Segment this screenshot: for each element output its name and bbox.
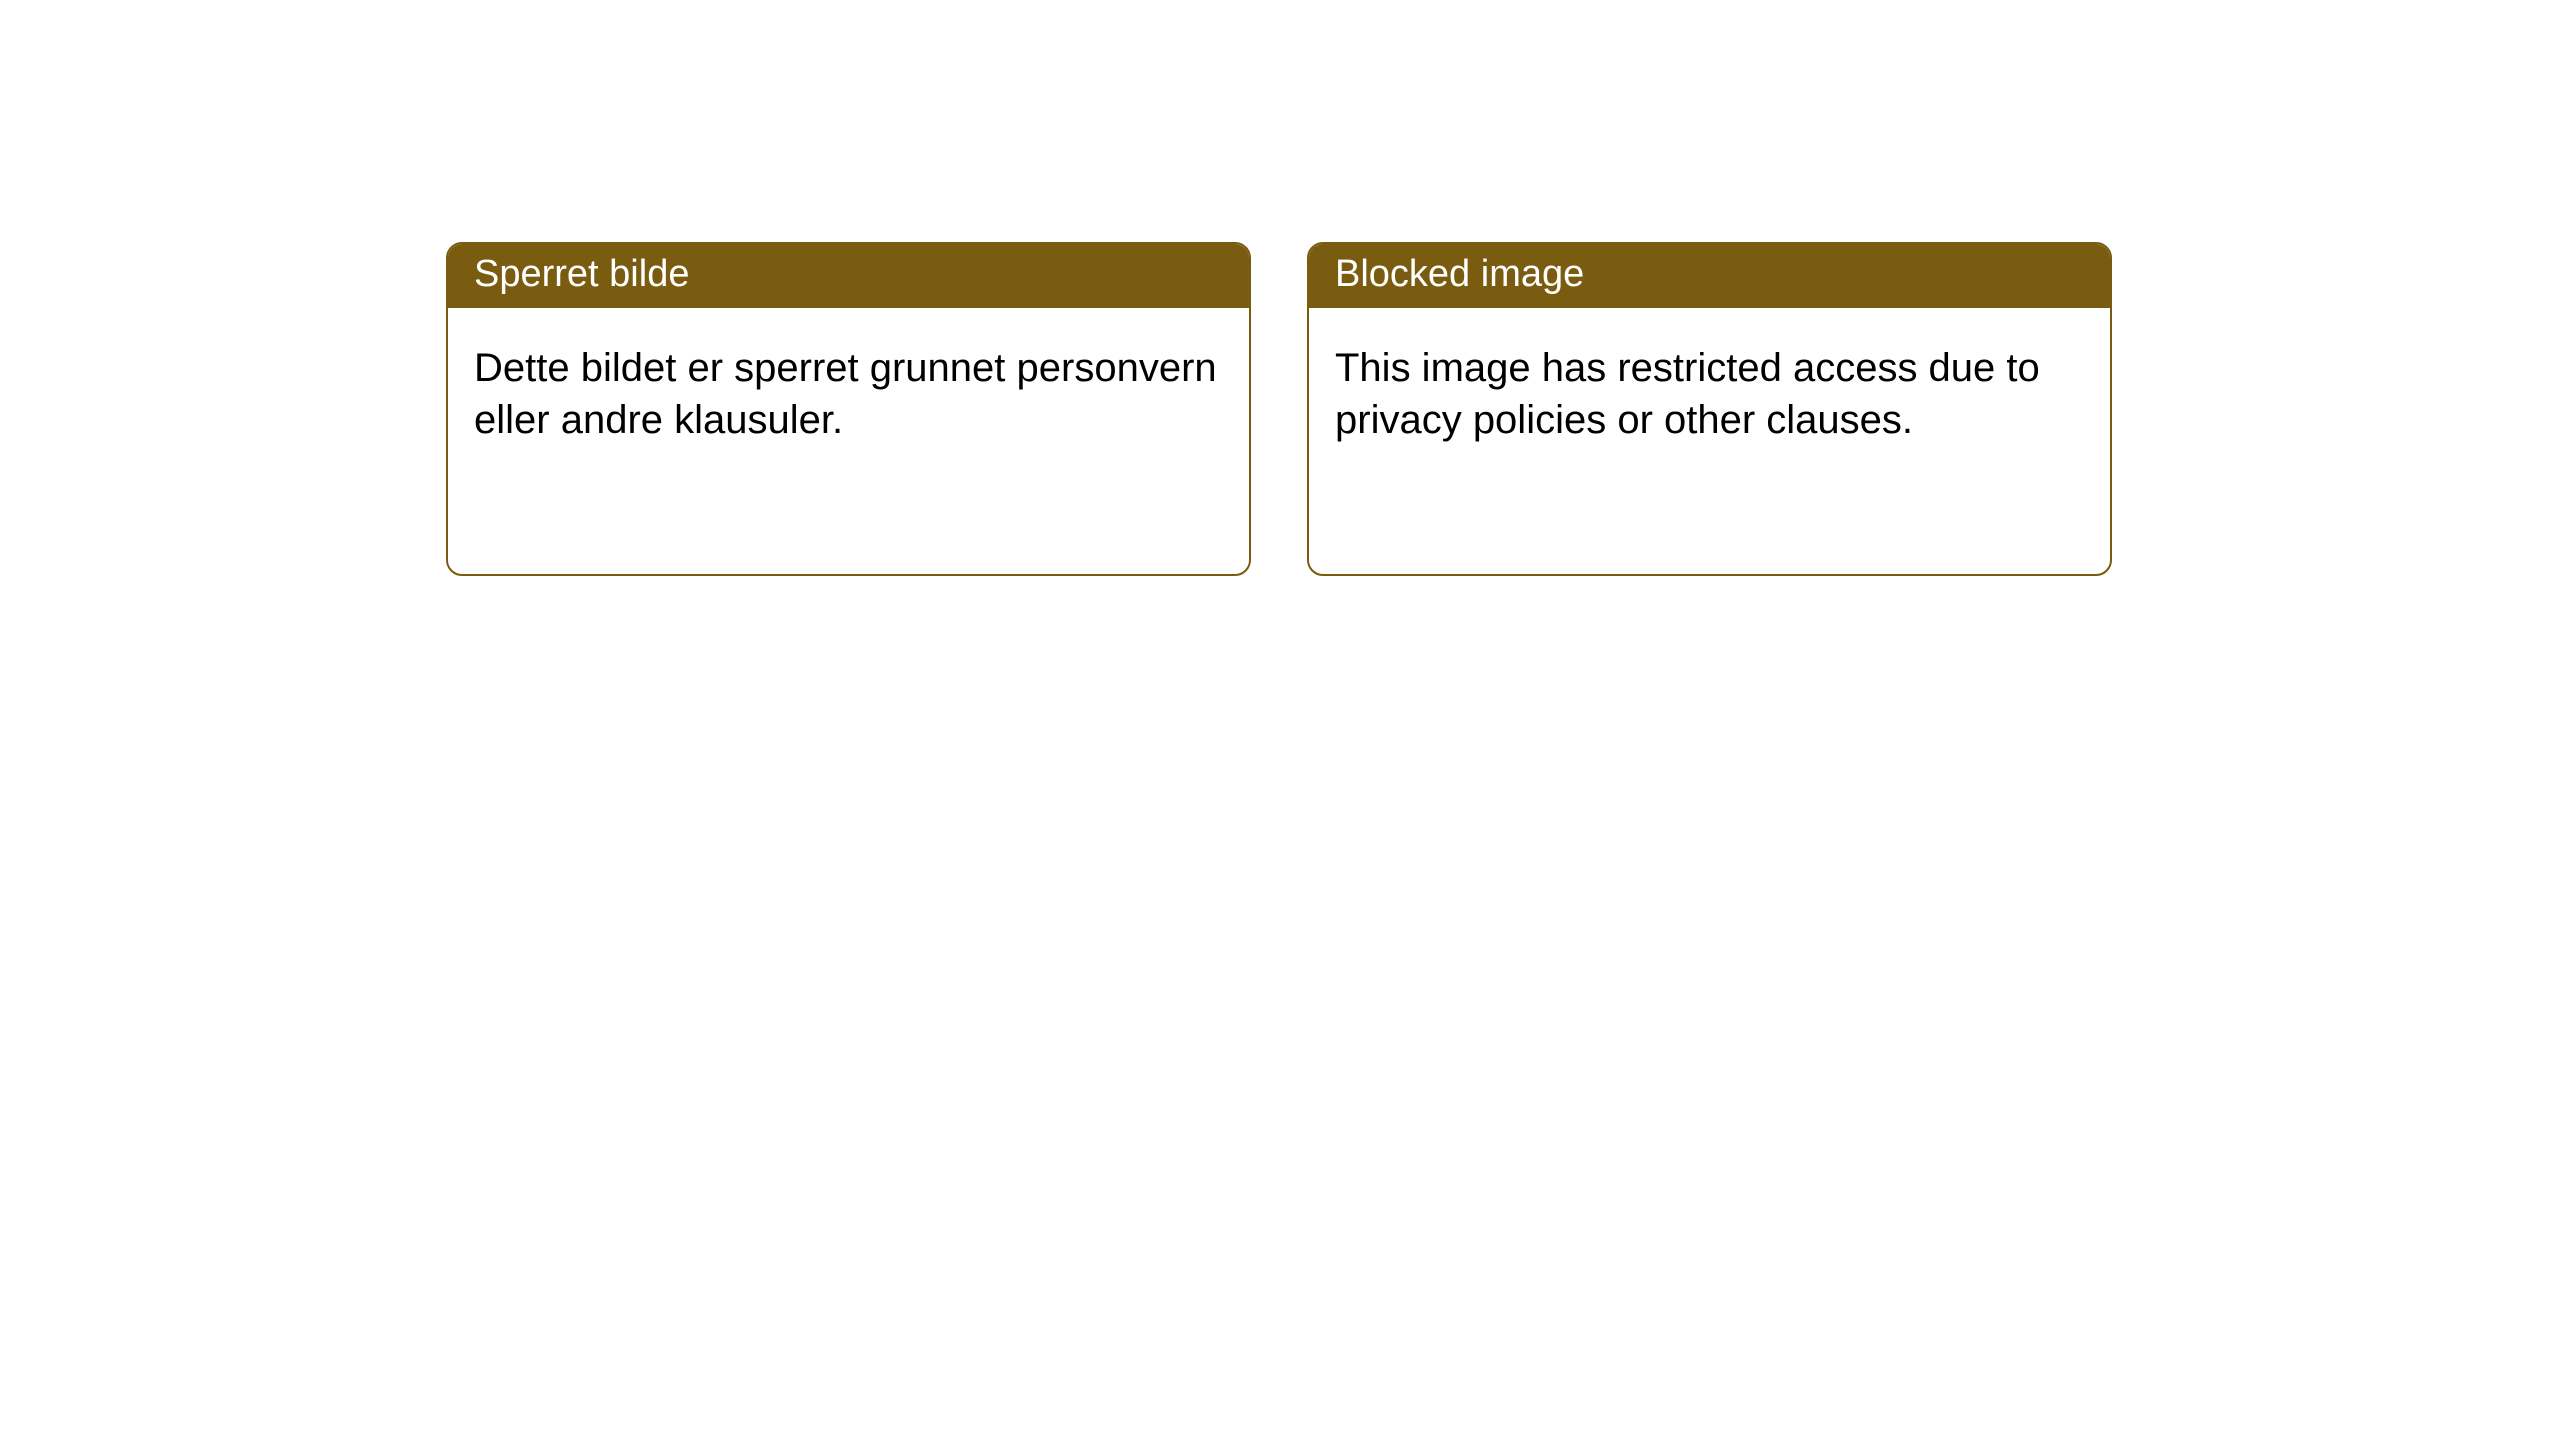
notice-card-english: Blocked image This image has restricted …: [1307, 242, 2112, 576]
notice-card-norwegian: Sperret bilde Dette bildet er sperret gr…: [446, 242, 1251, 576]
card-title: Sperret bilde: [474, 253, 689, 295]
card-body-text: Dette bildet er sperret grunnet personve…: [474, 346, 1217, 442]
card-header: Blocked image: [1309, 244, 2110, 308]
card-title: Blocked image: [1335, 253, 1584, 295]
card-body-text: This image has restricted access due to …: [1335, 346, 2040, 442]
card-body: Dette bildet er sperret grunnet personve…: [448, 308, 1249, 480]
card-body: This image has restricted access due to …: [1309, 308, 2110, 480]
card-header: Sperret bilde: [448, 244, 1249, 308]
notice-cards-container: Sperret bilde Dette bildet er sperret gr…: [0, 0, 2560, 576]
